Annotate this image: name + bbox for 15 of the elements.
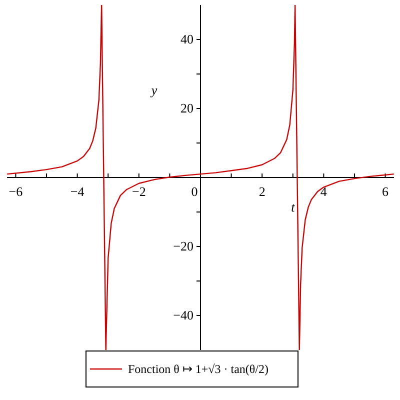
y-tick-label: 20: [180, 100, 194, 116]
x-axis-title: t: [291, 200, 296, 214]
y-tick-label: 40: [180, 32, 194, 47]
y-axis-title: y: [149, 82, 158, 98]
x-tick-label: −2: [132, 184, 146, 200]
x-tick-label: −4: [70, 184, 85, 200]
x-tick-label: −6: [8, 184, 24, 200]
legend-label: Fonction θ ↦ 1+√3 · tan(θ/2): [128, 362, 269, 376]
x-tick-label: 6: [382, 184, 390, 200]
y-tick-label: −20: [173, 238, 194, 254]
x-tick-label: 0: [191, 184, 198, 200]
y-tick-label: −40: [173, 308, 194, 323]
x-tick-label: 4: [320, 184, 328, 200]
x-tick-label: 2: [258, 184, 266, 200]
line-series: [7, 5, 394, 350]
